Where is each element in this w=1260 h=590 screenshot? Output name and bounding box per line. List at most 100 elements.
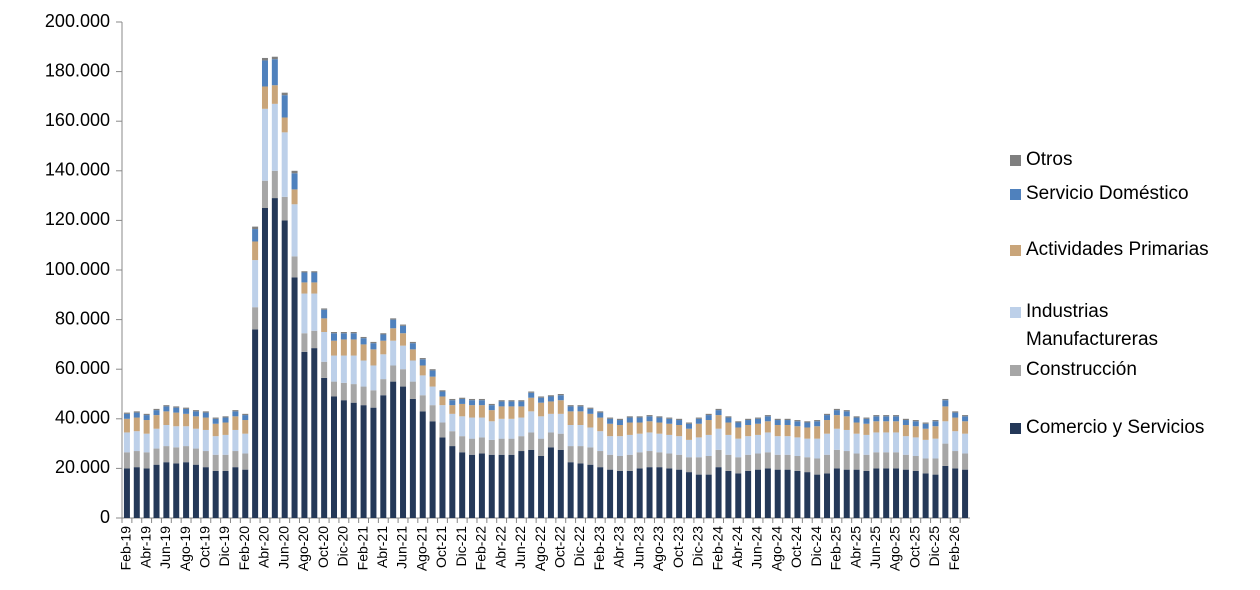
- bar-segment: [133, 412, 140, 418]
- bar-segment: [962, 433, 969, 454]
- bar-segment: [311, 282, 318, 294]
- bar-segment: [883, 421, 890, 433]
- bar-segment: [824, 415, 831, 421]
- legend-swatch: [1010, 365, 1021, 376]
- bar-segment: [173, 426, 180, 448]
- bar-segment: [380, 333, 387, 335]
- bar-segment: [666, 453, 673, 469]
- bar-segment: [212, 423, 219, 437]
- bar-segment: [469, 398, 476, 401]
- bar-segment: [380, 340, 387, 355]
- bar-segment: [597, 467, 604, 518]
- bar-segment: [804, 472, 811, 518]
- bar-segment: [281, 95, 288, 118]
- bar-segment: [705, 434, 712, 456]
- legend-label: Servicio Doméstico: [1026, 183, 1189, 204]
- bar-segment: [183, 426, 190, 447]
- bar-segment: [439, 390, 446, 392]
- bar-segment: [607, 454, 614, 470]
- x-tick-label: Ago-23: [650, 526, 666, 571]
- bar-segment: [123, 413, 130, 419]
- bar-segment: [153, 410, 160, 416]
- bar-segment: [833, 449, 840, 469]
- bar-segment: [192, 416, 199, 429]
- bar-segment: [409, 343, 416, 350]
- bar-segment: [281, 196, 288, 221]
- bar-segment: [676, 420, 683, 425]
- bar-segment: [715, 410, 722, 416]
- bar-segment: [814, 438, 821, 459]
- bar-segment: [133, 451, 140, 468]
- bar-segment: [833, 428, 840, 450]
- bar-segment: [567, 411, 574, 425]
- bar-segment: [824, 413, 831, 416]
- bar-segment: [419, 358, 426, 360]
- bar-segment: [429, 405, 436, 422]
- bar-segment: [370, 343, 377, 350]
- bar-segment: [163, 406, 170, 412]
- bar-segment: [331, 381, 337, 397]
- bar-segment: [498, 438, 505, 455]
- bar-segment: [400, 324, 407, 326]
- bar-segment: [952, 412, 959, 418]
- bar-segment: [350, 384, 357, 403]
- bar-segment: [488, 439, 495, 455]
- bar-segment: [824, 454, 831, 474]
- x-tick-label: Jun-24: [749, 526, 765, 569]
- bar-segment: [814, 474, 821, 518]
- bar-segment: [242, 413, 249, 416]
- bar-segment: [380, 354, 387, 380]
- y-tick-label: 60.000: [55, 358, 110, 378]
- bar-segment: [567, 425, 574, 447]
- bar-segment: [725, 422, 732, 435]
- bar-segment: [360, 386, 367, 406]
- bar-segment: [123, 432, 130, 453]
- bar-segment: [321, 318, 328, 332]
- bar-segment: [390, 328, 397, 341]
- bar-segment: [883, 452, 890, 469]
- bar-segment: [370, 390, 377, 408]
- bar-segment: [469, 438, 476, 455]
- bar-segment: [547, 395, 554, 397]
- y-tick-label: 40.000: [55, 408, 110, 428]
- bar-segment: [340, 333, 347, 340]
- bar-segment: [321, 308, 328, 310]
- bar-segment: [429, 376, 436, 387]
- bar-segment: [902, 469, 909, 518]
- bar-segment: [271, 85, 278, 104]
- bar-segment: [409, 398, 416, 518]
- bar-segment: [212, 418, 219, 424]
- bar-segment: [478, 453, 485, 518]
- bar-segment: [143, 413, 150, 416]
- bar-segment: [153, 428, 160, 449]
- bar-segment: [271, 170, 278, 199]
- bar-segment: [321, 377, 328, 518]
- legend-swatch: [1010, 307, 1021, 318]
- bar-segment: [123, 468, 130, 518]
- bar-segment: [794, 437, 801, 456]
- bar-segment: [587, 464, 594, 518]
- bar-segment: [528, 397, 535, 412]
- bar-segment: [745, 470, 752, 518]
- bar-segment: [902, 436, 909, 455]
- bar-segment: [843, 469, 850, 518]
- bar-segment: [755, 423, 761, 435]
- bar-segment: [498, 400, 505, 402]
- x-tick-label: Feb-21: [354, 526, 370, 571]
- bar-segment: [873, 432, 880, 453]
- bar-segment: [409, 381, 416, 399]
- bar-segment: [498, 406, 505, 419]
- bar-segment: [932, 474, 939, 518]
- bar-segment: [469, 400, 476, 406]
- bar-segment: [518, 400, 525, 402]
- bar-segment: [331, 340, 337, 356]
- bar-segment: [685, 457, 692, 473]
- bar-segment: [133, 467, 140, 518]
- bar-segment: [853, 417, 860, 423]
- bar-segment: [833, 468, 840, 518]
- bar-segment: [291, 256, 298, 278]
- bar-segment: [143, 452, 150, 469]
- bar-segment: [715, 449, 722, 468]
- bar-segment: [222, 417, 229, 423]
- legend-label: Otros: [1026, 149, 1073, 170]
